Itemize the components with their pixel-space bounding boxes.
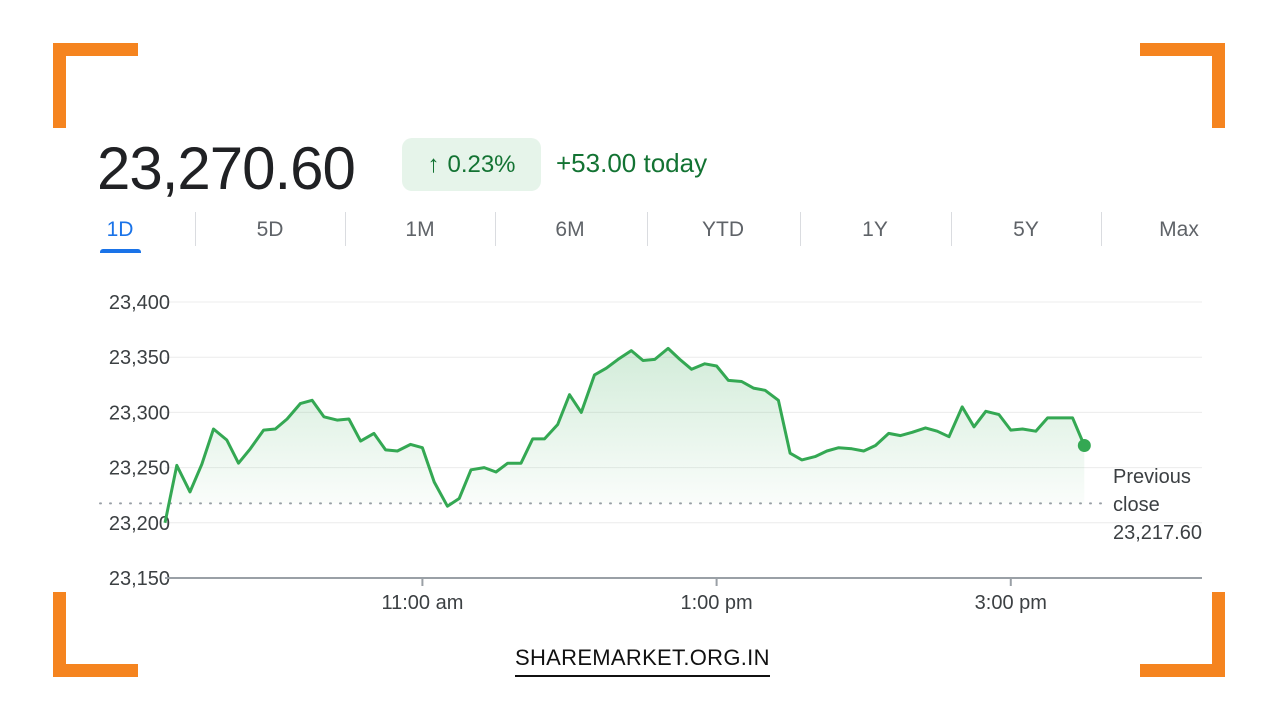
tab-divider xyxy=(495,212,496,246)
y-axis-labels: 23,400 23,350 23,300 23,250 23,200 23,150 xyxy=(109,292,170,590)
frame-corner-bottom-right xyxy=(1140,592,1225,677)
arrow-up-icon: ↑ xyxy=(427,150,440,178)
y-tick-label: 23,250 xyxy=(109,458,170,480)
tab-divider xyxy=(951,212,952,246)
range-tabs: 1D 5D 1M 6M YTD 1Y 5Y Max xyxy=(60,210,1210,260)
active-tab-indicator xyxy=(100,249,141,253)
previous-close-value: 23,217.60 xyxy=(1113,522,1202,544)
frame-corner-top-right xyxy=(1140,43,1225,128)
frame-corner-top-left xyxy=(53,43,138,128)
previous-close-label: close xyxy=(1113,494,1160,516)
x-tick-label: 3:00 pm xyxy=(975,592,1047,614)
x-tick-label: 11:00 am xyxy=(381,592,463,614)
tab-divider xyxy=(1101,212,1102,246)
tab-5y[interactable]: 5Y xyxy=(1013,218,1039,241)
y-tick-label: 23,300 xyxy=(109,402,170,424)
tab-6m[interactable]: 6M xyxy=(555,218,585,241)
x-tick-label: 1:00 pm xyxy=(680,592,752,614)
site-watermark: SHAREMARKET.ORG.IN xyxy=(515,645,770,677)
tab-divider xyxy=(195,212,196,246)
y-tick-label: 23,350 xyxy=(109,347,170,369)
tab-divider xyxy=(345,212,346,246)
change-today: +53.00 today xyxy=(556,148,708,178)
tab-divider xyxy=(800,212,801,246)
change-percent-badge: ↑ 0.23% xyxy=(402,138,541,191)
last-price-dot xyxy=(1077,439,1091,453)
frame-corner-bottom-left xyxy=(53,592,138,677)
y-tick-label: 23,400 xyxy=(109,292,170,314)
change-percent: 0.23% xyxy=(447,150,516,178)
previous-close-label: Previous xyxy=(1113,466,1191,488)
tab-1d[interactable]: 1D xyxy=(106,218,134,241)
tab-1y[interactable]: 1Y xyxy=(862,218,888,241)
series-area-fill xyxy=(165,348,1085,523)
y-tick-label: 23,150 xyxy=(109,568,170,590)
tab-1m[interactable]: 1M xyxy=(405,218,435,241)
y-tick-label: 23,200 xyxy=(109,513,170,535)
series-line xyxy=(163,346,1086,524)
current-price: 23,270.60 xyxy=(97,135,356,202)
tab-ytd[interactable]: YTD xyxy=(702,218,744,241)
tab-5d[interactable]: 5D xyxy=(256,218,284,241)
tab-divider xyxy=(647,212,648,246)
x-axis-ticks: 11:00 am 1:00 pm 3:00 pm xyxy=(381,578,1047,614)
tab-max[interactable]: Max xyxy=(1159,218,1199,241)
